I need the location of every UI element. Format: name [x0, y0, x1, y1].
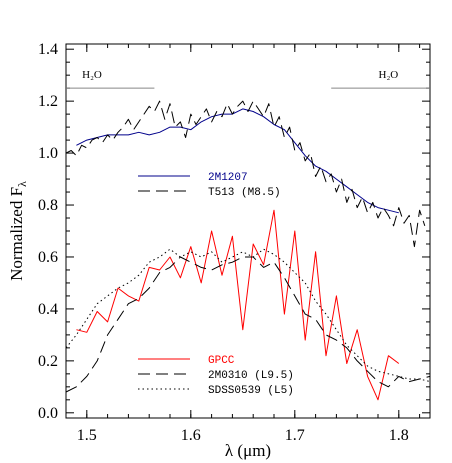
legend-layer: 2M1207 T513 (M8.5) GPCC 2M0310 (L9.5) SDSS05…	[138, 172, 294, 397]
x-tick-label: 1.8	[389, 427, 409, 444]
y-axis-title-subscript: λ	[15, 181, 29, 187]
legend-label-2m1207: 2M1207	[208, 172, 248, 184]
series-line-gpcc	[76, 209, 400, 401]
x-tick-label: 1.5	[77, 427, 97, 444]
y-tick-label: 1.4	[38, 41, 58, 58]
y-tick-label: 1.0	[38, 145, 58, 162]
x-tick-label: 1.6	[181, 427, 201, 444]
legend-label-gpcc: GPCC	[208, 355, 235, 367]
x-axis-title: λ (μm)	[225, 441, 271, 460]
legend-label-2m0310-l9-5: 2M0310 (L9.5)	[208, 370, 294, 382]
y-tick-label: 1.2	[38, 93, 58, 110]
series-line-2m0310-l9-5	[65, 256, 431, 393]
legend-label-t513-m8-5: T513 (M8.5)	[208, 187, 281, 199]
y-tick-label: 0.2	[38, 353, 58, 370]
series-layer	[65, 100, 431, 401]
ticks-layer: 1.5 1.6 1.7 1.8 0.0 0.2 0.4 0.6 0.8 1.0 1.2 1.4	[38, 41, 430, 444]
y-axis-title-main: Normalized F	[7, 187, 26, 281]
series-line-2m1207	[76, 108, 399, 214]
y-tick-label: 0.8	[38, 197, 58, 214]
series-line-t513-m8-5	[65, 100, 426, 248]
h2o-band-label: H₂O	[379, 69, 399, 81]
h2o-band-label: H₂O	[82, 69, 102, 81]
y-tick-label: 0.4	[38, 301, 58, 318]
y-tick-label: 0.6	[38, 249, 58, 266]
x-tick-label: 1.7	[285, 427, 305, 444]
plot-frame	[65, 43, 431, 419]
y-tick-label: 0.0	[38, 405, 58, 422]
band-layer: H₂O H₂O	[66, 69, 430, 89]
y-axis-title: Normalized Fλ	[7, 181, 29, 281]
legend-label-sdss0539-l5: SDSS0539 (L5)	[208, 385, 294, 397]
